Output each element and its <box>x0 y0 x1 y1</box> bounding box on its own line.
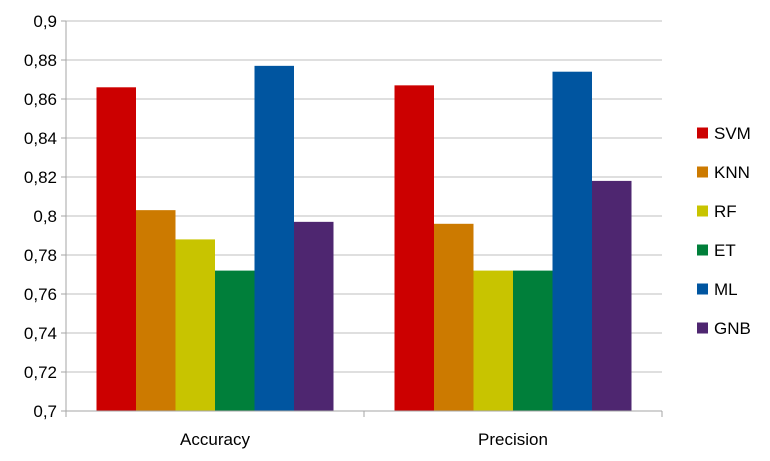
y-tick-label: 0,88 <box>24 51 57 70</box>
bar-knn-accuracy <box>136 210 176 411</box>
y-tick-label: 0,7 <box>33 402 57 421</box>
bar-ml-precision <box>552 71 592 411</box>
legend-swatch-ml <box>697 283 708 295</box>
y-tick-label: 0,9 <box>33 12 57 31</box>
legend-label-et: ET <box>714 241 736 260</box>
y-tick-label: 0,72 <box>24 363 57 382</box>
x-category-label: Accuracy <box>180 430 250 449</box>
legend-swatch-knn <box>697 166 708 178</box>
bar-et-precision <box>513 270 553 411</box>
bar-et-accuracy <box>215 270 255 411</box>
bar-svm-accuracy <box>96 87 136 412</box>
legend-swatch-gnb <box>697 322 708 334</box>
y-tick-label: 0,8 <box>33 207 57 226</box>
bar-gnb-accuracy <box>294 221 334 411</box>
y-tick-label: 0,82 <box>24 168 57 187</box>
legend-swatch-rf <box>697 205 708 217</box>
y-axis-ticks: 0,7 0,72 0,74 0,76 0,78 0,8 0,82 0,84 0,86 0,88 0,… <box>24 12 66 421</box>
y-tick-label: 0,86 <box>24 90 57 109</box>
legend-label-ml: ML <box>714 280 738 299</box>
bar-ml-accuracy <box>254 65 294 411</box>
legend-label-svm: SVM <box>714 124 751 143</box>
y-tick-label: 0,76 <box>24 285 57 304</box>
bar-gnb-precision <box>592 180 632 411</box>
bar-rf-precision <box>473 270 513 411</box>
y-tick-label: 0,74 <box>24 324 57 343</box>
legend-swatch-svm <box>697 127 708 139</box>
legend-label-rf: RF <box>714 202 737 221</box>
x-category-label: Precision <box>478 430 548 449</box>
legend: SVM KNN RF ET ML GNB <box>697 124 751 338</box>
y-tick-label: 0,84 <box>24 129 57 148</box>
bars <box>96 65 632 412</box>
bar-rf-accuracy <box>175 239 215 411</box>
legend-swatch-et <box>697 244 708 256</box>
bar-svm-precision <box>394 85 434 411</box>
x-axis-categories: Accuracy Precision <box>65 411 663 449</box>
y-tick-label: 0,78 <box>24 246 57 265</box>
legend-label-knn: KNN <box>714 163 750 182</box>
bar-knn-precision <box>434 223 474 411</box>
legend-label-gnb: GNB <box>714 319 751 338</box>
